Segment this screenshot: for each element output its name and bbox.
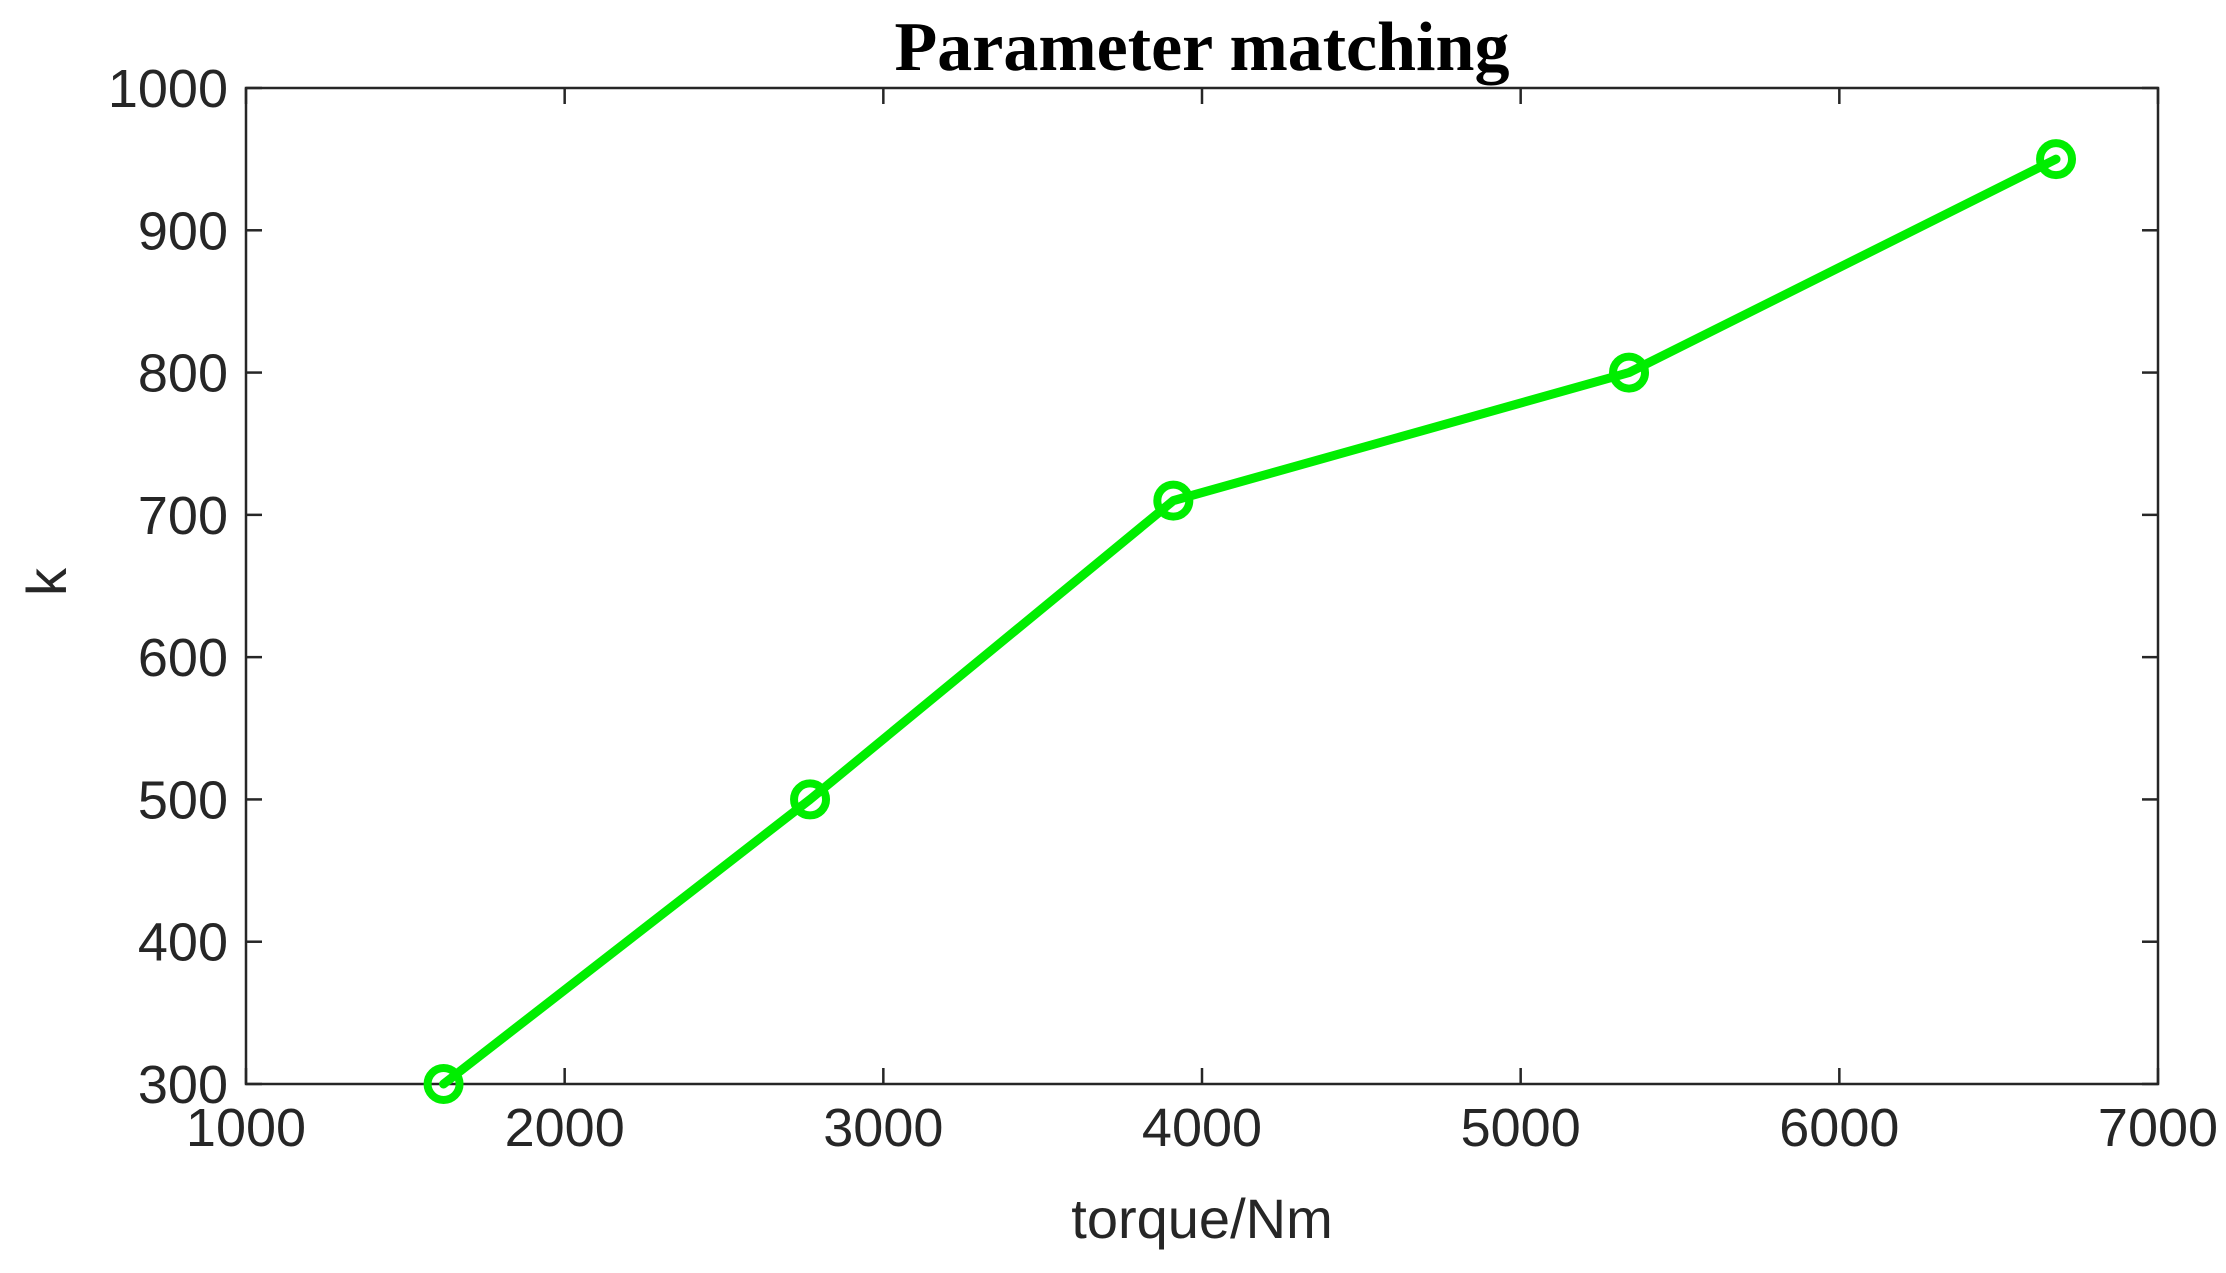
y-axis: 300 400 500 600 700 800 900 1000 [108,59,2158,1115]
data-point-marker [423,1064,464,1104]
x-axis-label: torque/Nm [1071,1187,1332,1250]
x-tick-label: 5000 [1461,1098,1581,1158]
x-tick-label: 3000 [823,1098,943,1158]
x-tick-label: 2000 [505,1098,625,1158]
series-line [439,154,2061,1089]
y-tick-label: 500 [138,770,228,830]
y-tick-label: 700 [138,486,228,546]
y-axis-label: k [15,567,78,596]
series-group [423,139,2077,1104]
y-tick-label: 600 [138,628,228,688]
y-tick-label: 400 [138,913,228,973]
x-tick-label: 7000 [2098,1098,2218,1158]
y-tick-label: 1000 [108,59,228,119]
y-tick-label: 800 [138,344,228,404]
data-point-marker [790,779,831,820]
x-tick-label: 4000 [1142,1098,1262,1158]
x-tick-label: 6000 [1779,1098,1899,1158]
x-axis: 1000 2000 3000 4000 5000 6000 7000 [186,88,2218,1158]
plot-area-frame [244,86,2160,1086]
data-point-marker [1153,480,1194,521]
chart-title: Parameter matching [895,9,1510,86]
y-tick-label: 300 [138,1055,228,1115]
data-point-marker [1609,352,1650,393]
data-point-marker [2036,139,2077,180]
x-tick-label: 1000 [186,1098,306,1158]
y-tick-label: 900 [138,201,228,261]
